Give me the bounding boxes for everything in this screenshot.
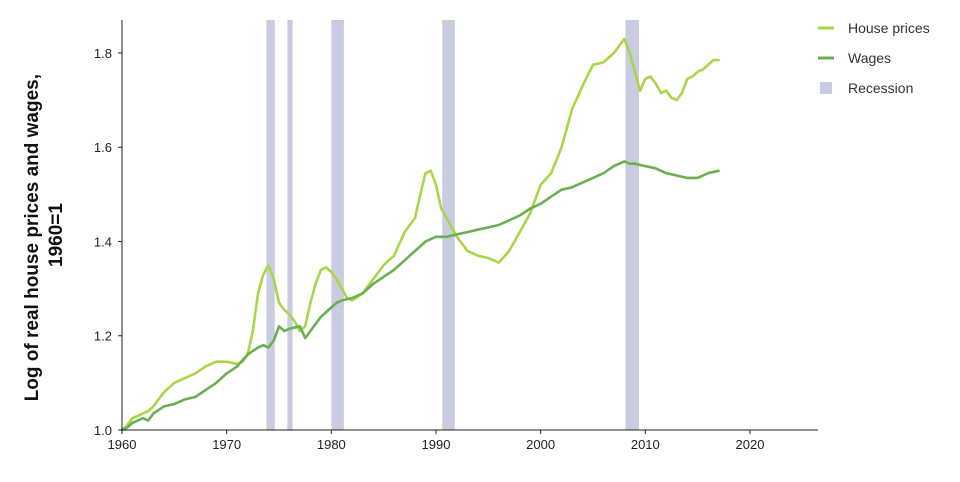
legend-label-recession: Recession (848, 80, 913, 96)
y-axis-label-line-1: Log of real house prices and wages, (22, 74, 43, 401)
tick-labels: 1960 1970 1980 1990 2000 2010 2020 1.0 1.2 1.4 1.6… (94, 46, 765, 452)
x-tick-label-2020: 2020 (736, 437, 765, 452)
x-tick-label-2010: 2010 (631, 437, 660, 452)
x-tick-label-1960: 1960 (108, 437, 137, 452)
x-tick-label-1980: 1980 (317, 437, 346, 452)
series-line-wages (120, 160, 720, 432)
legend-label-wages: Wages (848, 50, 891, 66)
y-axis-label: Log of real house prices and wages, 1960… (22, 69, 67, 402)
y-tick-label-1.8: 1.8 (94, 46, 112, 61)
x-tick-label-1970: 1970 (212, 437, 241, 452)
axes (121, 20, 818, 431)
recession-band-3 (442, 20, 455, 430)
y-tick-label-1.2: 1.2 (94, 329, 112, 344)
y-tick-label-1.0: 1.0 (94, 423, 112, 438)
y-tick-label-1.6: 1.6 (94, 140, 112, 155)
y-axis-label-line-2: 1960=1 (46, 203, 67, 267)
legend-swatch-recession (820, 82, 832, 94)
legend: House prices Wages Recession (818, 20, 930, 96)
x-tick-label-1990: 1990 (422, 437, 451, 452)
recession-band-1 (287, 20, 293, 430)
series-line-house-prices (120, 37, 720, 432)
recession-band-2 (331, 20, 344, 430)
legend-label-house-prices: House prices (848, 20, 930, 36)
y-tick-label-1.4: 1.4 (94, 234, 112, 249)
recession-band-0 (266, 20, 275, 430)
recession-band-4 (625, 20, 640, 430)
recession-bands (266, 20, 640, 430)
series-lines (120, 37, 720, 432)
x-tick-label-2000: 2000 (526, 437, 555, 452)
